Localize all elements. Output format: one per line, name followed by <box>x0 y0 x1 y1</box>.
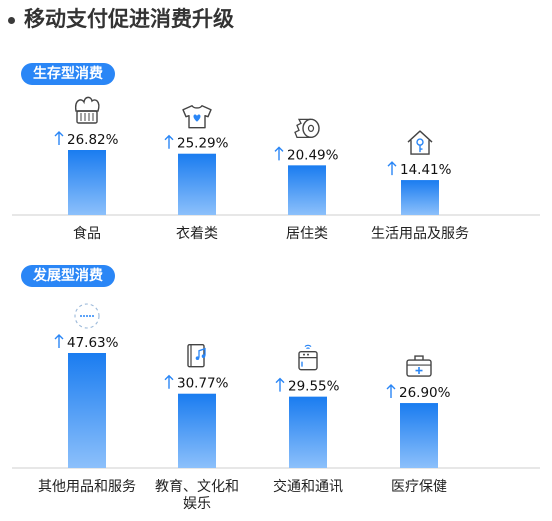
house-key-icon <box>407 130 433 155</box>
section-pill-survival: 生存型消费 <box>21 63 115 85</box>
category-label-1-3: 医疗保健 <box>391 479 447 495</box>
category-label-1-1: 教育、文化和 <box>155 479 239 495</box>
category-label-1-1-line1: 娱乐 <box>183 496 211 512</box>
category-label-1-2: 交通和通讯 <box>273 478 343 495</box>
category-label-0-0: 食品 <box>73 225 101 242</box>
value-label-1-3: 26.90% <box>399 385 451 401</box>
appliance-icon <box>298 344 318 371</box>
value-label-0-0: 26.82% <box>67 132 119 148</box>
tshirt-icon <box>182 105 212 129</box>
up-arrow-icon <box>54 334 64 348</box>
value-label-1-2: 29.55% <box>288 379 340 395</box>
bar-0-0 <box>68 150 106 215</box>
category-label-0-3: 生活用品及服务 <box>371 226 469 242</box>
value-label-1-1: 30.77% <box>177 376 229 392</box>
up-arrow-icon <box>386 384 396 399</box>
category-label-0-2: 居住类 <box>286 226 328 242</box>
toilet-roll-icon <box>294 118 320 139</box>
bar-1-0 <box>68 353 106 468</box>
up-arrow-icon <box>387 161 397 176</box>
category-label-1-0: 其他用品和服务 <box>38 479 136 495</box>
medical-kit-icon <box>406 355 432 377</box>
value-label-1-0: 47.63% <box>67 335 119 351</box>
value-label-0-3: 14.41% <box>400 162 452 178</box>
bar-1-1 <box>178 393 216 468</box>
bar-1-3 <box>400 403 438 468</box>
value-label-0-2: 20.49% <box>287 147 339 163</box>
up-arrow-icon <box>275 377 285 392</box>
up-arrow-icon <box>164 374 174 389</box>
book-music-icon <box>187 344 206 368</box>
title-bullet-icon <box>8 16 15 24</box>
bar-0-2 <box>288 165 326 215</box>
bread-icon <box>74 96 100 124</box>
section-pill-development: 发展型消费 <box>21 265 115 287</box>
bar-0-1 <box>178 153 216 215</box>
category-label-0-1: 衣着类 <box>176 226 218 242</box>
up-arrow-icon <box>274 146 284 161</box>
page-title-text: 移动支付促进消费升级 <box>24 7 234 31</box>
value-label-0-1: 25.29% <box>177 136 229 152</box>
up-arrow-icon <box>164 134 174 149</box>
page-title: 移动支付促进消费升级 <box>8 4 234 34</box>
dots-circle-icon <box>74 303 100 329</box>
up-arrow-icon <box>54 131 64 145</box>
bar-1-2 <box>289 396 327 468</box>
bar-0-3 <box>401 180 439 215</box>
